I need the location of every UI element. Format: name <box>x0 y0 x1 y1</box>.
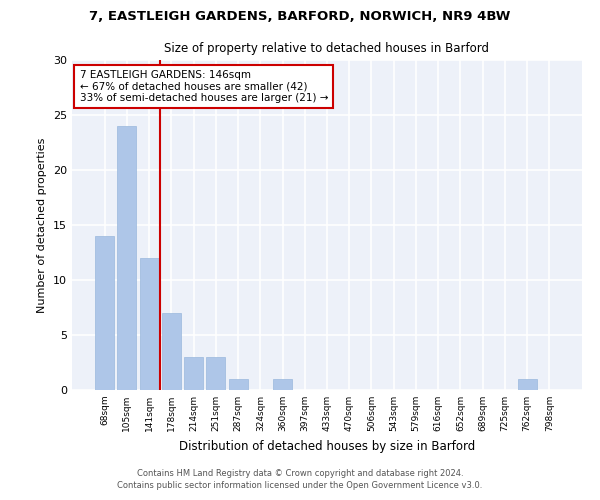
Y-axis label: Number of detached properties: Number of detached properties <box>37 138 47 312</box>
Bar <box>95 236 114 390</box>
Bar <box>518 379 536 390</box>
Text: 7, EASTLEIGH GARDENS, BARFORD, NORWICH, NR9 4BW: 7, EASTLEIGH GARDENS, BARFORD, NORWICH, … <box>89 10 511 23</box>
Bar <box>118 126 136 390</box>
Bar <box>229 379 248 390</box>
Title: Size of property relative to detached houses in Barford: Size of property relative to detached ho… <box>164 42 490 54</box>
Bar <box>206 357 225 390</box>
Bar <box>184 357 203 390</box>
Text: 7 EASTLEIGH GARDENS: 146sqm
← 67% of detached houses are smaller (42)
33% of sem: 7 EASTLEIGH GARDENS: 146sqm ← 67% of det… <box>80 70 328 103</box>
Bar <box>140 258 158 390</box>
Text: Contains HM Land Registry data © Crown copyright and database right 2024.
Contai: Contains HM Land Registry data © Crown c… <box>118 468 482 490</box>
Bar <box>162 313 181 390</box>
Bar <box>273 379 292 390</box>
X-axis label: Distribution of detached houses by size in Barford: Distribution of detached houses by size … <box>179 440 475 452</box>
